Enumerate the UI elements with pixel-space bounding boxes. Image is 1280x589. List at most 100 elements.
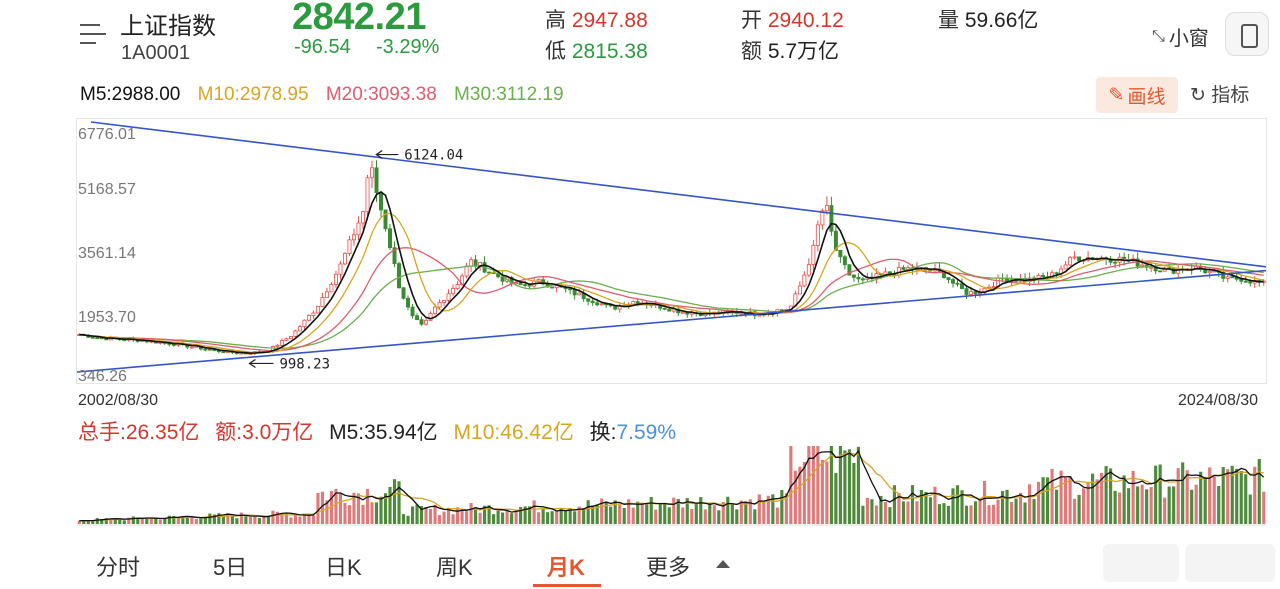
volume-bar [915, 501, 919, 524]
candle-body [856, 276, 861, 280]
volume-bar [465, 511, 469, 524]
volume-bar [460, 510, 464, 524]
volume-bar [708, 503, 712, 524]
volume-bar [212, 514, 216, 524]
volume-bar [1113, 490, 1117, 524]
period-tabs: 分时 5日 日K 周K 月K 更多 [0, 540, 1280, 589]
candle-body [203, 348, 208, 351]
stat-high-value: 2947.88 [571, 9, 648, 32]
volume-bar [640, 504, 644, 524]
draw-line-button[interactable]: ✎ 画线 [1096, 77, 1178, 113]
candle-body [838, 249, 843, 258]
volume-bar [1014, 498, 1018, 524]
stat-low: 低 2815.38 [545, 35, 648, 65]
candle-body [1041, 274, 1046, 278]
volume-bar [1149, 487, 1153, 524]
ma5-value: M5:2988.00 [80, 84, 181, 105]
candle-body [410, 306, 415, 317]
candle-body [829, 205, 834, 232]
volume-bar [1054, 489, 1059, 524]
volume-bar [1257, 458, 1261, 524]
candle-body [496, 273, 501, 278]
menu-icon[interactable] [80, 24, 108, 46]
volume-bar [293, 514, 298, 524]
stat-open-value: 2940.12 [767, 9, 844, 32]
candle-body [833, 230, 838, 251]
volume-bar [1158, 464, 1162, 524]
candle-body [586, 298, 591, 302]
volume-bar [919, 490, 924, 524]
volume-bar [1181, 462, 1185, 524]
volume-bar [1131, 470, 1135, 524]
volume-bar [365, 489, 370, 524]
candle-body [1212, 270, 1217, 273]
indicator-button[interactable]: ↻ 指标 [1190, 80, 1249, 107]
volume-bar [946, 505, 951, 524]
volume-bar [320, 491, 325, 524]
candle-body [455, 284, 460, 289]
volume-legend: 总手:26.35亿 额:3.0万亿 M5:35.94亿 M10:46.42亿 换… [78, 416, 686, 446]
hidden-button[interactable] [1103, 544, 1179, 582]
volume-bar [870, 499, 874, 524]
volume-bar [573, 511, 577, 524]
volume-bar [541, 508, 545, 524]
hidden-button[interactable] [1185, 544, 1275, 582]
stat-amount-value: 5.7万亿 [767, 40, 840, 63]
volume-bar [757, 494, 761, 524]
phone-icon[interactable] [1225, 12, 1269, 56]
candle-body [302, 319, 307, 328]
volume-ma10-line [79, 451, 1264, 522]
tab-weekly-k[interactable]: 周K [436, 555, 473, 580]
volume-bar [1059, 470, 1063, 524]
tab-more[interactable]: 更多 [646, 555, 691, 580]
candle-body [757, 314, 762, 317]
volume-bar [163, 518, 167, 524]
volume-bar [406, 515, 410, 524]
volume-bar [807, 446, 811, 524]
candle-body [847, 264, 852, 276]
volume-bar [555, 511, 559, 524]
volume-bar [874, 505, 878, 524]
volume-bar [924, 491, 928, 524]
volume-bar [577, 506, 581, 524]
volume-bar [361, 504, 365, 524]
candle-body [329, 284, 334, 293]
candle-body [424, 319, 429, 325]
tab-intraday[interactable]: 分时 [96, 555, 141, 580]
volume-bar [501, 512, 505, 524]
volume-bar [311, 515, 316, 524]
kline-chart[interactable]: 6124.04 998.23 [0, 0, 1280, 540]
volume-bar [1167, 486, 1171, 524]
candle-body [189, 346, 194, 349]
stat-low-label: 低 [545, 40, 566, 63]
volume-bar [1190, 489, 1194, 524]
stat-open-label: 开 [741, 9, 762, 32]
ma30-line [79, 262, 1264, 349]
volume-bar [442, 511, 446, 524]
indicator-label: 指标 [1211, 85, 1250, 106]
volume-bar [424, 506, 428, 524]
candle-body [901, 267, 906, 270]
volume-bar [546, 512, 550, 524]
volume-bar [834, 473, 838, 524]
tab-5day[interactable]: 5日 [213, 555, 248, 580]
candle-body [324, 291, 329, 298]
volume-bar [244, 516, 248, 524]
volume-bar [996, 499, 1000, 524]
candle-body [802, 274, 807, 287]
volume-bar [419, 506, 424, 524]
tab-daily-k[interactable]: 日K [325, 555, 362, 580]
tab-monthly-k[interactable]: 月K [547, 555, 585, 580]
volume-bar [1226, 469, 1230, 524]
volume-bar [712, 505, 716, 524]
candle-body [1243, 280, 1248, 283]
float-window-button[interactable]: ⤡ 小窗 [1152, 22, 1209, 51]
candle-body [739, 313, 744, 315]
volume-bar [1077, 494, 1081, 524]
candle-body [297, 326, 302, 332]
candle-body [442, 299, 447, 303]
volume-bar [226, 513, 230, 524]
caret-up-icon[interactable] [716, 560, 730, 568]
volume-bar [410, 506, 415, 524]
volume-bar [1203, 476, 1207, 524]
